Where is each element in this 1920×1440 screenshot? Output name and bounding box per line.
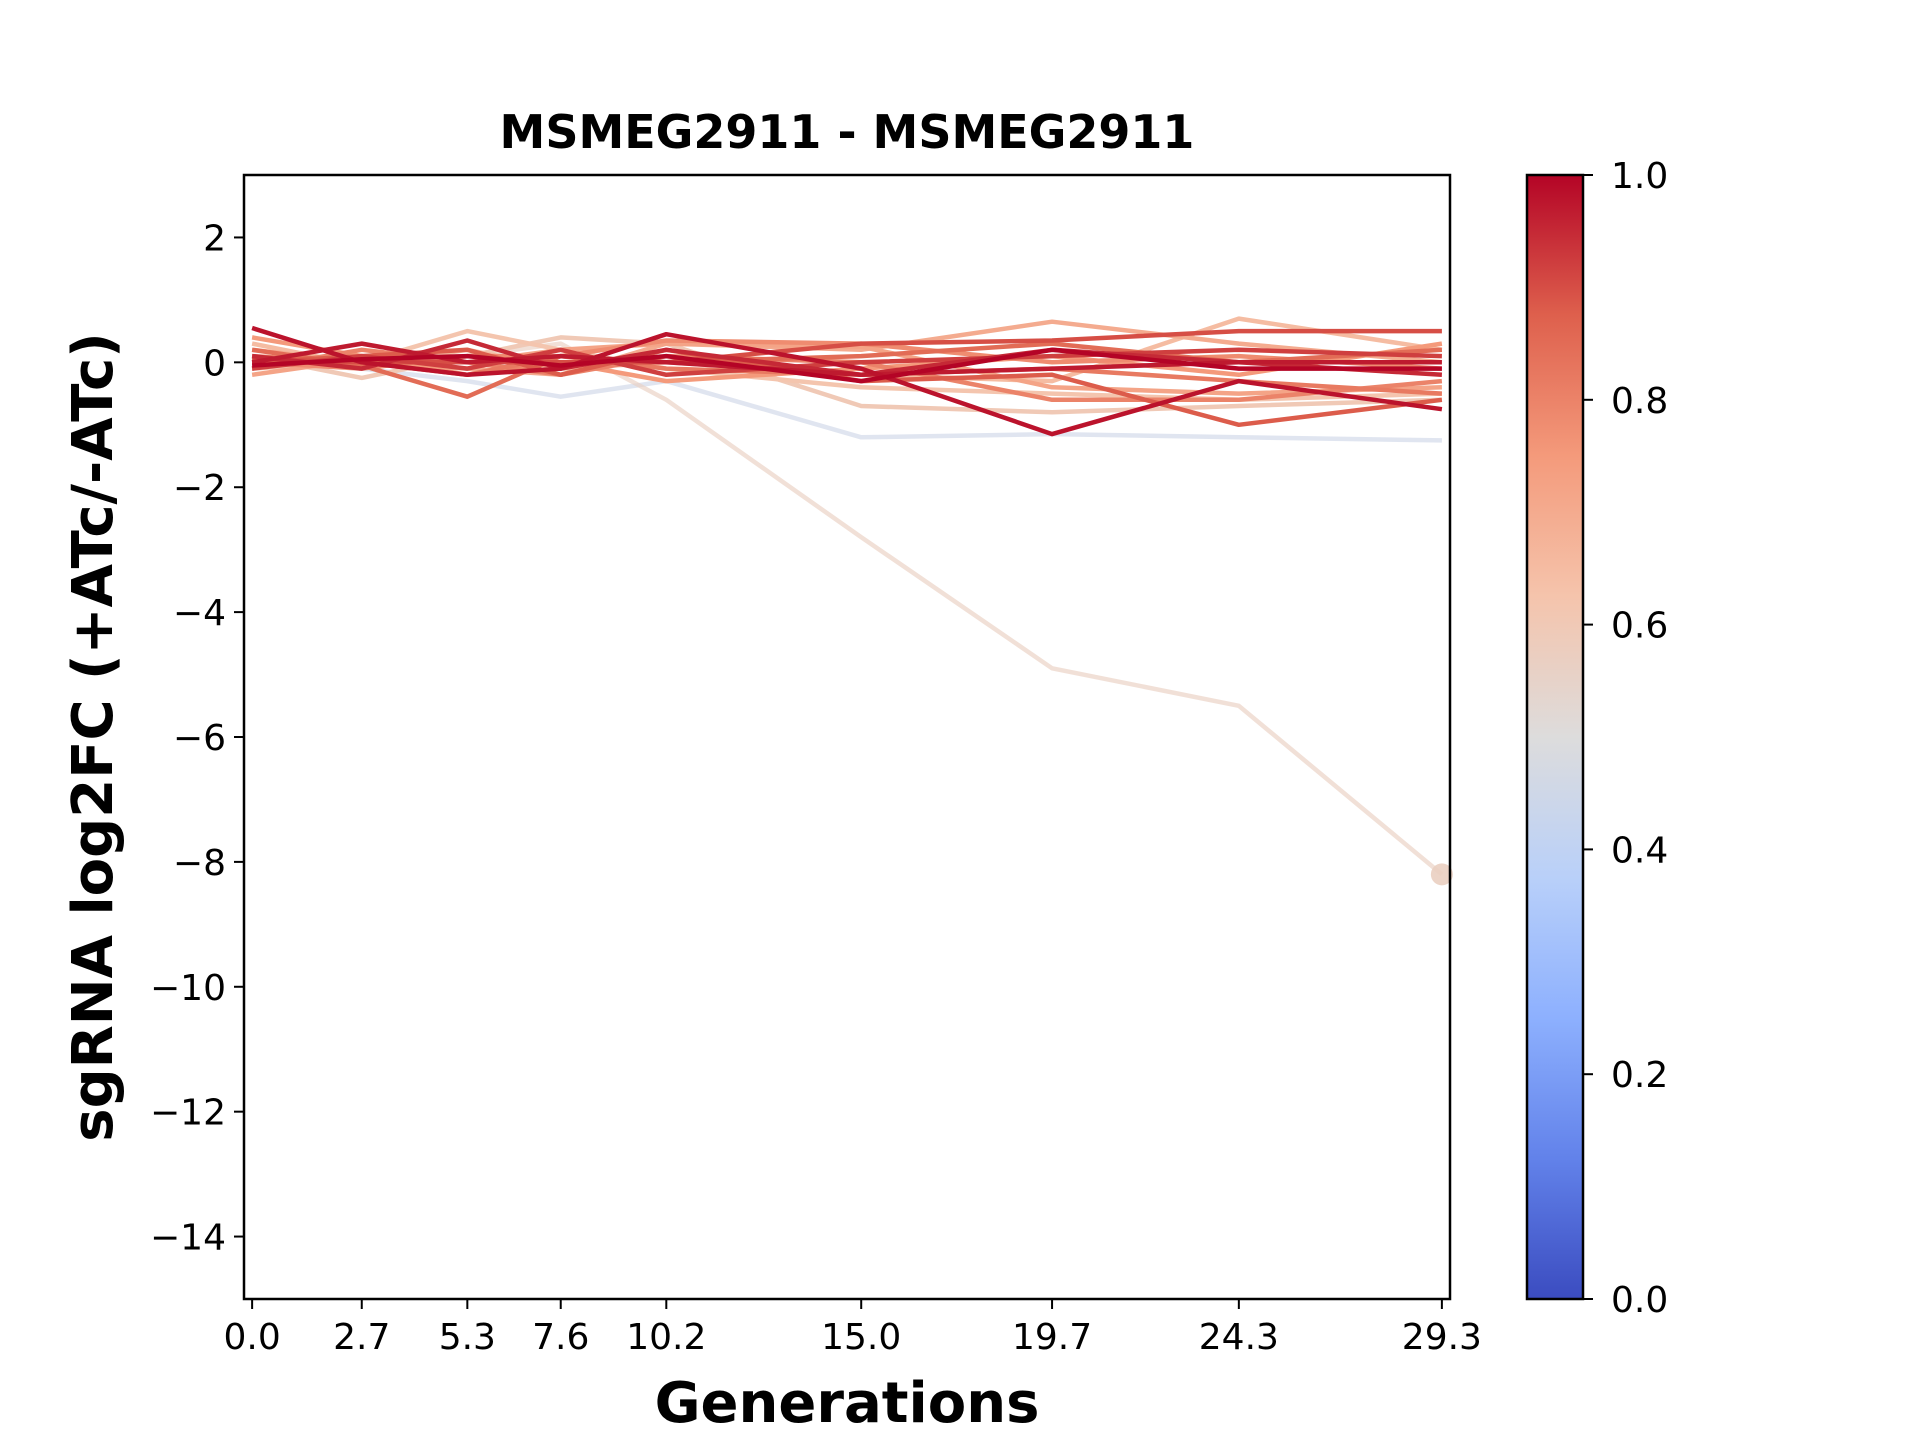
y-tick-label: −6	[173, 718, 226, 759]
y-axis-label: sgRNA log2FC (+ATc/-ATc)	[61, 332, 126, 1142]
x-tick-label: 19.7	[1012, 1317, 1092, 1358]
x-tick-label: 7.6	[532, 1317, 589, 1358]
colorbar-tick-label: 0.6	[1611, 606, 1668, 647]
y-tick-label: −14	[150, 1218, 226, 1259]
x-axis: 0.0 2.7 5.3 7.6 10.2 15.0 19.7 24.3 29.3	[223, 1299, 1482, 1358]
chart-title: MSMEG2911 - MSMEG2911	[500, 105, 1195, 159]
colorbar-tick-label: 1.0	[1611, 156, 1668, 197]
x-tick-label: 0.0	[223, 1317, 280, 1358]
y-tick-label: −4	[173, 593, 226, 634]
colorbar: 0.0 0.2 0.4 0.6 0.8 1.0	[1525, 156, 1668, 1321]
colorbar-tick-label: 0.4	[1611, 830, 1668, 871]
x-tick-label: 10.2	[626, 1317, 706, 1358]
y-tick-label: −10	[150, 968, 226, 1009]
series-end-marker	[1430, 863, 1453, 886]
y-tick-label: −12	[150, 1093, 226, 1134]
colorbar-tick-label: 0.8	[1611, 381, 1668, 422]
x-tick-label: 15.0	[821, 1317, 901, 1358]
x-tick-label: 5.3	[439, 1317, 496, 1358]
y-tick-label: 0	[203, 343, 226, 384]
series-line-19	[251, 347, 1442, 384]
colorbar-tick-label: 0.2	[1611, 1055, 1668, 1096]
x-tick-label: 29.3	[1402, 1317, 1482, 1358]
plot-lines	[251, 316, 1453, 886]
x-tick-label: 24.3	[1199, 1317, 1279, 1358]
colorbar-gradient	[1527, 175, 1583, 1299]
y-tick-label: −8	[173, 843, 226, 884]
y-tick-label: −2	[173, 468, 226, 509]
colorbar-tick-label: 0.0	[1611, 1280, 1668, 1321]
y-axis: 2 0 −2 −4 −6 −8 −10 −12 −14	[150, 218, 244, 1259]
x-tick-label: 2.7	[333, 1317, 390, 1358]
series-line-18	[251, 325, 1443, 437]
colorbar-ticks: 0.0 0.2 0.4 0.6 0.8 1.0	[1583, 156, 1668, 1321]
y-tick-label: 2	[203, 218, 226, 259]
x-axis-label: Generations	[655, 1371, 1040, 1436]
colorbar-frame	[1525, 173, 1585, 1301]
